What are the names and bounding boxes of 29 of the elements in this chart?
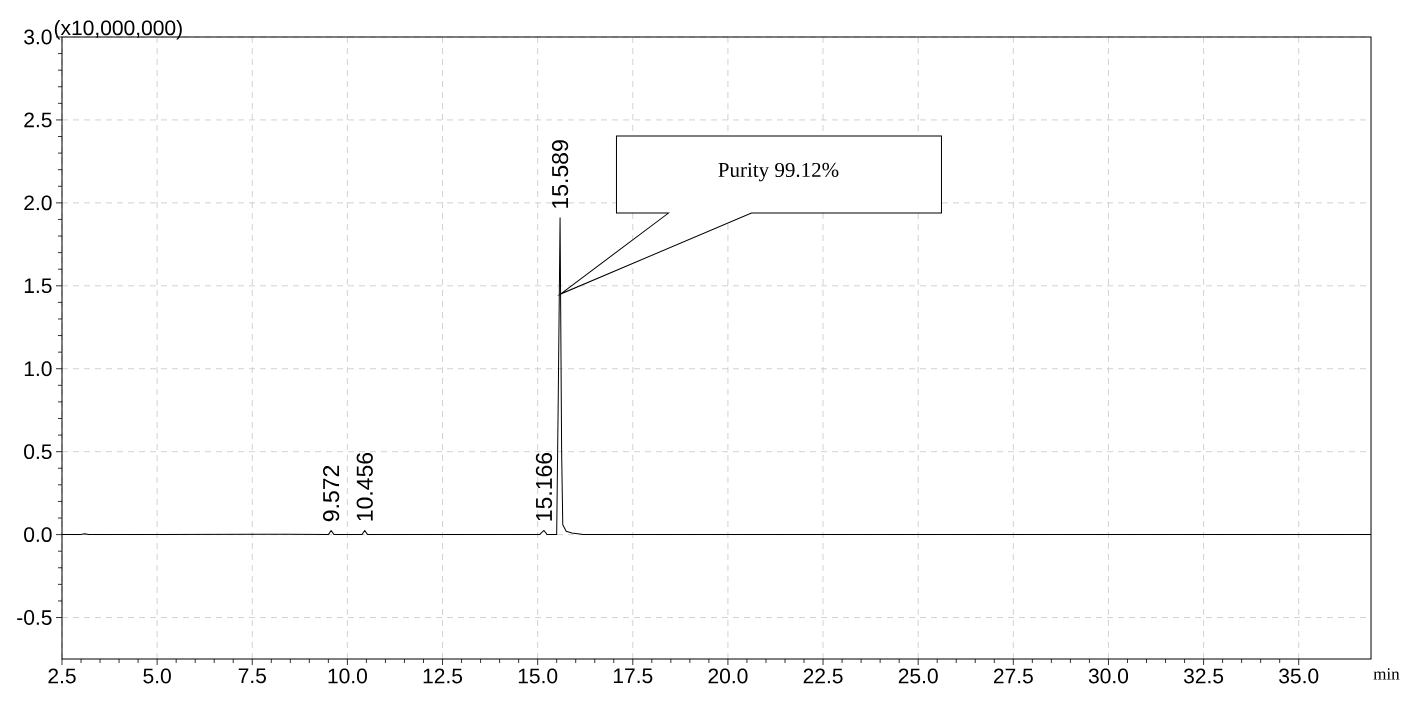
annotation: Purity 99.12% — [718, 162, 839, 182]
y-tick-label: 0.5 — [24, 444, 52, 460]
x-tick-label: 5.0 — [143, 668, 171, 684]
x-tick-label: 22.5 — [803, 668, 843, 684]
x-tick-label: 17.5 — [613, 668, 653, 684]
x-tick-label: 20.0 — [708, 668, 748, 684]
y-tick-label: 0.0 — [24, 527, 52, 543]
y-tick-label: 3.0 — [24, 29, 52, 45]
x-tick-label: 30.0 — [1088, 668, 1129, 684]
annotation: 15.166 — [535, 452, 553, 521]
x-tick-label: 32.5 — [1183, 668, 1224, 684]
y-tick-label: 1.5 — [24, 278, 52, 294]
y-tick-label: 2.5 — [24, 112, 52, 128]
annotation: 9.572 — [322, 465, 340, 522]
x-tick-label: 15.0 — [518, 668, 558, 684]
annotation: 10.456 — [356, 452, 373, 521]
y-tick-label: 1.0 — [24, 361, 52, 377]
x-tick-label: 25.0 — [898, 668, 938, 684]
x-tick-label: 7.5 — [238, 668, 266, 684]
x-tick-label: 27.5 — [993, 668, 1033, 684]
y-tick-label: -0.5 — [17, 610, 52, 625]
y-axis-title: (x10,000,000) — [54, 19, 182, 40]
annotation: 15.589 — [551, 140, 569, 208]
x-axis-title: min — [1373, 668, 1400, 680]
x-tick-label: 35.0 — [1279, 668, 1319, 684]
x-tick-label: 2.5 — [48, 668, 76, 684]
x-tick-label: 10.0 — [328, 668, 367, 684]
y-tick-label: 2.0 — [24, 195, 52, 211]
x-tick-label: 12.5 — [423, 668, 463, 684]
